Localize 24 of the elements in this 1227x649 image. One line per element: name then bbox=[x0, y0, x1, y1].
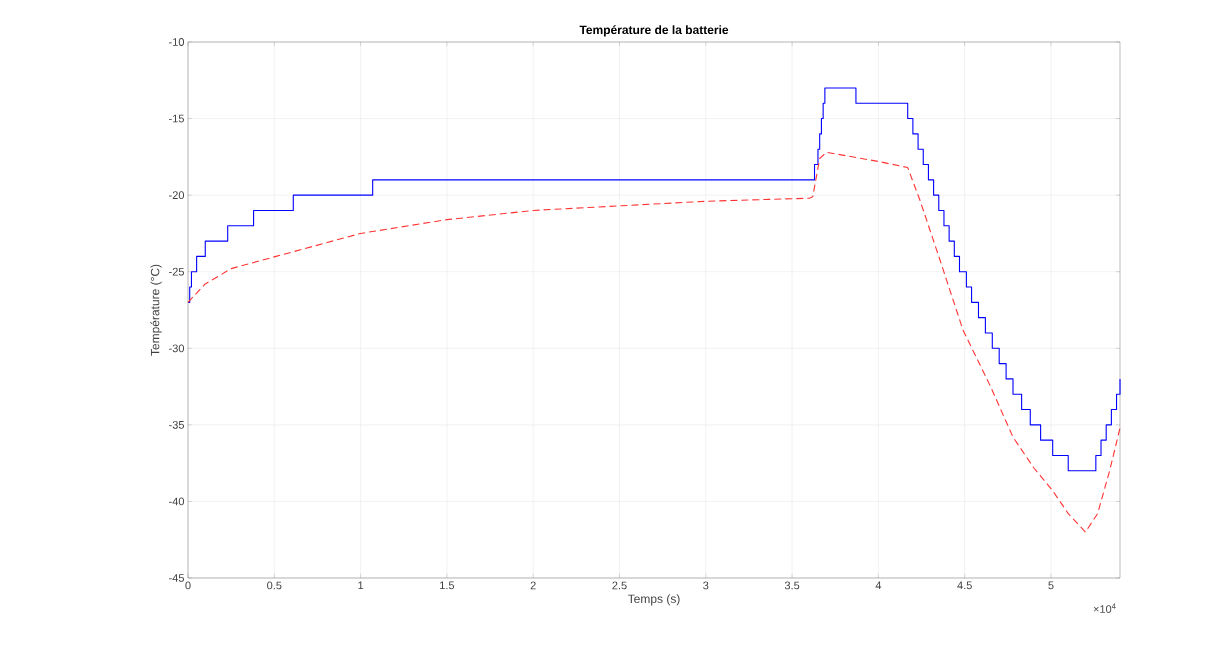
y-tick-label: -45 bbox=[169, 574, 184, 582]
x-tick-label: 0 bbox=[185, 581, 191, 590]
x-tick-label: 1.5 bbox=[440, 581, 455, 590]
x-axis-title: Temps (s) bbox=[627, 594, 680, 606]
y-tick-label: -15 bbox=[169, 114, 184, 123]
y-tick-label: -40 bbox=[169, 497, 185, 506]
y-tick-label: -10 bbox=[169, 38, 185, 46]
x-tick-label: 4.5 bbox=[957, 581, 972, 590]
chart-title: Température de la batterie bbox=[579, 25, 729, 37]
x-tick-label: 4 bbox=[875, 581, 882, 590]
text: ×10$^{4}$ bbox=[1093, 603, 1116, 613]
x-tick-label: 1 bbox=[358, 581, 364, 590]
x-tick-label: 2.5 bbox=[612, 581, 627, 590]
y-tick-label: -20 bbox=[169, 191, 185, 200]
x-tick-label: 3 bbox=[703, 581, 709, 590]
line-series bbox=[187, 151, 1121, 533]
y-tick-label: -25 bbox=[169, 267, 184, 276]
x-tick-label: 3.5 bbox=[784, 581, 800, 590]
x-tick-label: 2 bbox=[530, 581, 536, 590]
y-axis-title: Température (°C) bbox=[150, 264, 162, 356]
x-tick-label: 0.5 bbox=[267, 581, 282, 590]
x-tick-label: 5 bbox=[1048, 581, 1054, 590]
y-tick-label: -30 bbox=[169, 344, 185, 353]
y-tick-label: -35 bbox=[169, 420, 184, 429]
